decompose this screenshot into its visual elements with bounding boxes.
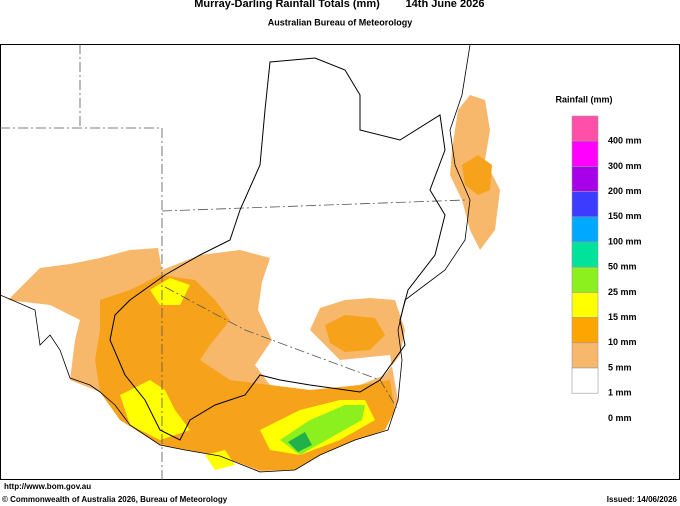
- rain-5mm: [462, 155, 492, 195]
- legend-swatch: [571, 166, 599, 192]
- legend-label: 25 mm: [608, 287, 637, 297]
- basin-outline: [109, 57, 446, 441]
- legend-label: 15 mm: [608, 312, 637, 322]
- legend-swatch: [571, 216, 599, 243]
- footer-issued: Issued: 14/06/2026: [607, 495, 678, 504]
- legend-label: 10 mm: [608, 337, 637, 347]
- date: 14th June 2026: [406, 0, 485, 10]
- subtitle: Australian Bureau of Meteorology: [268, 17, 413, 27]
- rain-10mm: [120, 380, 190, 440]
- legend-swatch: [571, 317, 599, 344]
- legend-swatch: [571, 115, 599, 142]
- legend-label: 0 mm: [608, 413, 632, 423]
- legend-swatch: [571, 292, 599, 318]
- legend-label: 1 mm: [608, 388, 632, 398]
- rain-25mm: [288, 432, 312, 452]
- legend-swatch: [571, 367, 599, 394]
- coastline: [0, 44, 471, 473]
- legend-swatch: [571, 140, 599, 167]
- rain-10mm: [150, 278, 190, 305]
- map: [0, 44, 680, 480]
- legend-swatch: [571, 191, 599, 218]
- legend-title: Rainfall (mm): [555, 94, 612, 104]
- legend-swatch: [571, 342, 599, 369]
- legend-label: 400 mm: [608, 136, 642, 146]
- legend-swatch: [571, 266, 599, 293]
- legend: 400 mm 300 mm 200 mm 150 mm 100 mm 50 mm 25 mm…: [571, 115, 642, 423]
- legend-label: 300 mm: [608, 161, 642, 171]
- title: Murray-Darling Rainfall Totals (mm): [194, 0, 380, 10]
- legend-label: 150 mm: [608, 211, 642, 221]
- legend-swatch: [571, 241, 599, 268]
- state-border: [0, 44, 466, 480]
- rain-5mm: [325, 315, 385, 352]
- footer-copyright: © Commonwealth of Australia 2026, Bureau…: [2, 495, 228, 504]
- legend-label: 50 mm: [608, 262, 637, 272]
- legend-label: 100 mm: [608, 236, 642, 246]
- legend-label: 200 mm: [608, 186, 642, 196]
- footer-url: http://www.bom.gov.au: [4, 482, 91, 491]
- legend-label: 5 mm: [608, 362, 632, 372]
